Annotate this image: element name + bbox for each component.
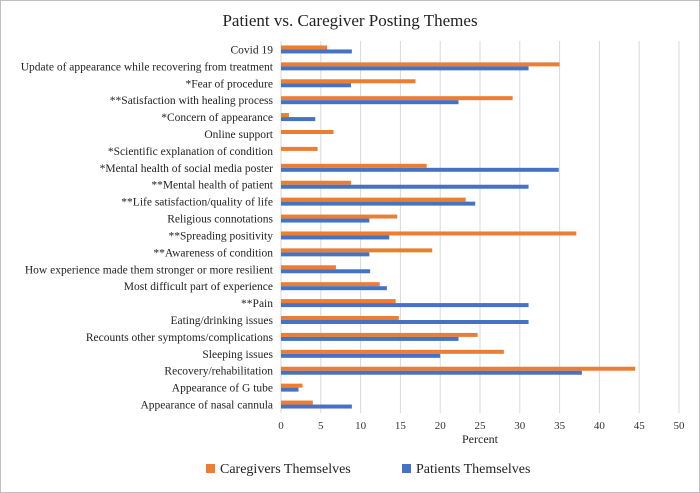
bar-caregivers <box>281 113 289 118</box>
bar-patients <box>281 303 529 308</box>
bar-caregivers <box>281 96 513 101</box>
bar-caregivers <box>281 366 636 371</box>
bar-caregivers <box>281 265 336 270</box>
bar-patients <box>281 235 390 240</box>
x-tick-label: 10 <box>355 420 367 432</box>
bar-caregivers <box>281 79 416 84</box>
x-tick-label: 35 <box>554 420 566 432</box>
bar-caregivers <box>281 383 303 388</box>
bar-caregivers <box>281 45 328 50</box>
category-label: **Pain <box>241 298 273 310</box>
category-label: Eating/drinking issues <box>170 315 273 327</box>
x-tick-label: 0 <box>278 420 284 432</box>
category-label: **Satisfaction with healing process <box>110 95 274 107</box>
bars <box>281 45 636 409</box>
x-tick-labels: 0 5 10 15 20 25 30 35 40 45 50 <box>278 420 685 432</box>
category-label: **Awareness of condition <box>153 247 273 259</box>
category-label: Appearance of G tube <box>172 383 273 395</box>
category-label: Religious connotations <box>167 214 273 226</box>
category-label: Covid 19 <box>231 44 274 56</box>
bar-caregivers <box>281 316 399 320</box>
bar-patients <box>281 286 387 291</box>
bar-patients <box>281 167 559 172</box>
legend-label: Patients Themselves <box>416 462 530 477</box>
bar-caregivers <box>281 130 334 134</box>
bar-caregivers <box>281 180 352 185</box>
bar-patients <box>281 83 352 88</box>
chart-title: Patient vs. Caregiver Posting Themes <box>222 11 477 30</box>
category-label: **Mental health of patient <box>151 180 273 192</box>
bar-patients <box>281 252 370 257</box>
category-label: **Spreading positivity <box>169 230 274 242</box>
legend-swatch <box>402 464 411 473</box>
category-label: Most difficult part of experience <box>124 281 273 293</box>
category-label: Online support <box>204 129 273 141</box>
category-label: Recovery/rehabilitation <box>164 366 273 378</box>
legend: Caregivers Themselves Patients Themselves <box>206 462 530 477</box>
x-tick-label: 25 <box>475 420 487 432</box>
x-axis-title: Percent <box>462 432 499 446</box>
category-label: Update of appearance while recovering fr… <box>21 61 274 73</box>
bar-caregivers <box>281 146 318 151</box>
bar-caregivers <box>281 248 433 253</box>
legend-swatch <box>206 464 215 473</box>
bar-patients <box>281 387 299 392</box>
bar-caregivers <box>281 197 466 202</box>
bar-caregivers <box>281 299 396 304</box>
bar-caregivers <box>281 62 560 67</box>
bar-patients <box>281 353 441 358</box>
bar-caregivers <box>281 282 380 287</box>
bar-caregivers <box>281 163 427 168</box>
bar-patients <box>281 320 529 324</box>
x-tick-label: 45 <box>634 420 646 432</box>
bar-patients <box>281 184 529 189</box>
x-tick-label: 30 <box>514 420 526 432</box>
category-label: Sleeping issues <box>202 349 273 361</box>
category-label: *Mental health of social media poster <box>100 163 274 175</box>
bar-patients <box>281 404 352 409</box>
bar-caregivers <box>281 400 313 405</box>
category-label: Recounts other symptoms/complications <box>86 332 274 344</box>
category-label: *Scientific explanation of condition <box>108 146 273 158</box>
bar-patients <box>281 269 371 274</box>
bar-patients <box>281 201 476 206</box>
bar-caregivers <box>281 231 577 236</box>
category-label: *Fear of procedure <box>186 78 274 90</box>
x-tick-label: 50 <box>674 420 686 432</box>
bar-patients <box>281 49 352 54</box>
category-label: Appearance of nasal cannula <box>141 400 274 412</box>
category-labels: Covid 19 Update of appearance while recov… <box>21 44 274 411</box>
category-label: How experience made them stronger or mor… <box>25 264 274 276</box>
category-label: **Life satisfaction/quality of life <box>121 197 273 209</box>
x-tick-label: 5 <box>318 420 324 432</box>
legend-label: Caregivers Themselves <box>220 462 351 477</box>
x-tick-label: 20 <box>435 420 447 432</box>
bar-patients <box>281 100 459 105</box>
bar-caregivers <box>281 349 504 354</box>
bar-patients <box>281 370 582 375</box>
bar-patients <box>281 117 316 122</box>
category-label: *Concern of appearance <box>161 112 273 124</box>
bar-patients <box>281 66 529 71</box>
bar-patients <box>281 336 459 341</box>
bar-patients <box>281 218 370 223</box>
x-tick-label: 40 <box>594 420 606 432</box>
x-tick-label: 15 <box>395 420 407 432</box>
bar-caregivers <box>281 214 398 219</box>
bar-caregivers <box>281 332 478 337</box>
